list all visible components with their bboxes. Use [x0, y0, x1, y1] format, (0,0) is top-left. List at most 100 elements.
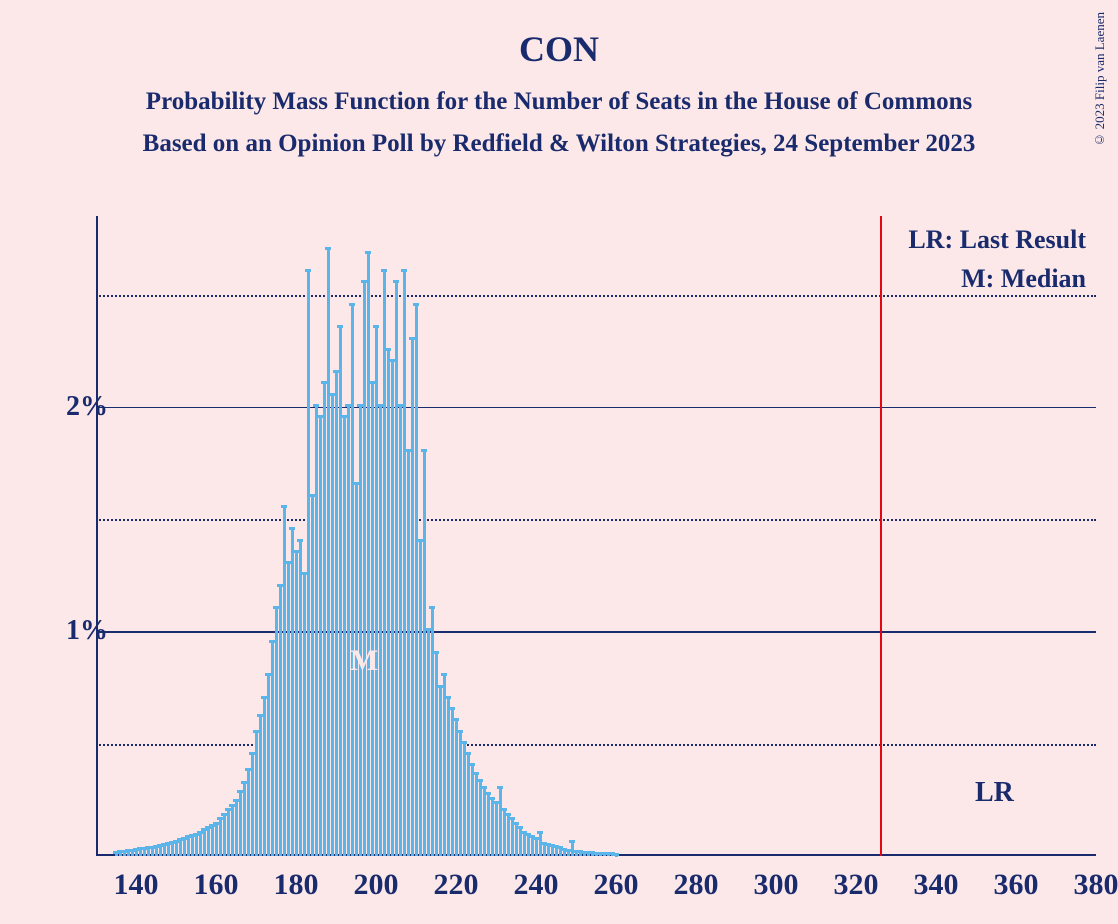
histogram-bar — [315, 407, 318, 856]
x-tick-label: 380 — [1074, 868, 1118, 902]
histogram-bar — [231, 807, 234, 856]
histogram-bar — [431, 609, 434, 856]
histogram-bar — [147, 849, 150, 856]
histogram-bar — [455, 721, 458, 856]
x-tick-label: 360 — [994, 868, 1039, 902]
histogram-bar — [247, 771, 250, 856]
histogram-bar — [379, 407, 382, 856]
histogram-bar — [475, 775, 478, 856]
chart-subtitle: Probability Mass Function for the Number… — [0, 88, 1118, 116]
histogram-bar — [419, 542, 422, 856]
histogram-bar — [531, 838, 534, 856]
histogram-bar — [523, 834, 526, 856]
histogram-bar — [183, 840, 186, 856]
histogram-bar — [359, 407, 362, 856]
histogram-bar — [567, 852, 570, 856]
x-tick-label: 240 — [514, 868, 559, 902]
histogram-bar — [203, 831, 206, 856]
histogram-bar — [179, 841, 182, 856]
x-tick-label: 300 — [754, 868, 799, 902]
histogram-bar — [307, 272, 310, 856]
y-tick-label: 1% — [66, 615, 108, 647]
chart-title: CON — [0, 0, 1118, 70]
histogram-bar — [167, 845, 170, 856]
x-tick-label: 280 — [674, 868, 719, 902]
histogram-bar — [327, 250, 330, 856]
x-axis-labels: 140160180200220240260280300320340360380 — [96, 868, 1096, 918]
histogram-bar — [123, 853, 126, 856]
histogram-bar — [527, 836, 530, 856]
histogram-bar — [271, 643, 274, 856]
histogram-bar — [207, 829, 210, 856]
histogram-bar — [507, 816, 510, 856]
x-tick-label: 340 — [914, 868, 959, 902]
histogram-bar — [607, 855, 610, 856]
histogram-bar — [439, 688, 442, 856]
histogram-bar — [331, 396, 334, 856]
legend: LR: Last Result M: Median — [908, 220, 1086, 298]
histogram-bar — [479, 782, 482, 856]
histogram-bar — [511, 820, 514, 856]
histogram-bar — [371, 384, 374, 856]
chart-plot-area: LR: Last Result M: Median LR M — [96, 216, 1096, 856]
histogram-bar — [335, 373, 338, 856]
histogram-bar — [551, 847, 554, 856]
histogram-bar — [215, 825, 218, 856]
histogram-bar — [275, 609, 278, 856]
histogram-bar — [547, 846, 550, 856]
lr-annotation: LR — [975, 777, 1014, 809]
histogram-bar — [211, 827, 214, 856]
histogram-bar — [543, 845, 546, 856]
histogram-bar — [563, 851, 566, 856]
histogram-bar — [259, 717, 262, 856]
histogram-bar — [239, 793, 242, 856]
histogram-bar — [295, 553, 298, 856]
histogram-bar — [291, 530, 294, 856]
histogram-bar — [415, 306, 418, 856]
histogram-bar — [323, 384, 326, 856]
histogram-bar — [495, 804, 498, 856]
histogram-bar — [463, 744, 466, 856]
histogram-bar — [491, 800, 494, 856]
histogram-bar — [243, 784, 246, 856]
x-tick-label: 200 — [354, 868, 399, 902]
histogram-bar — [407, 452, 410, 856]
histogram-bar — [251, 755, 254, 856]
histogram-bar — [503, 811, 506, 856]
copyright-text: © 2023 Filip van Laenen — [1092, 12, 1108, 148]
histogram-bar — [127, 852, 130, 856]
histogram-bar — [487, 795, 490, 856]
x-tick-label: 160 — [194, 868, 239, 902]
median-annotation: M — [350, 644, 378, 678]
histogram-bar — [151, 849, 154, 856]
histogram-bar — [375, 328, 378, 856]
legend-lr: LR: Last Result — [908, 220, 1086, 259]
histogram-bar — [363, 283, 366, 856]
histogram-bar — [515, 825, 518, 856]
histogram-bar — [459, 733, 462, 857]
histogram-bar — [263, 699, 266, 856]
histogram-bar — [255, 733, 258, 857]
x-tick-label: 140 — [114, 868, 159, 902]
chart-subsubtitle: Based on an Opinion Poll by Redfield & W… — [0, 130, 1118, 158]
histogram-bar — [343, 418, 346, 856]
histogram-bar — [303, 575, 306, 856]
histogram-bar — [447, 699, 450, 856]
histogram-bar — [411, 340, 414, 856]
x-tick-label: 320 — [834, 868, 879, 902]
histogram-bar — [135, 851, 138, 856]
histogram-bar — [587, 854, 590, 856]
histogram-bar — [199, 834, 202, 856]
histogram-bar — [535, 840, 538, 856]
histogram-bar — [555, 848, 558, 856]
x-tick-label: 260 — [594, 868, 639, 902]
histogram-bar — [451, 710, 454, 856]
histogram-bar — [139, 850, 142, 856]
histogram-bar — [311, 497, 314, 856]
y-tick-label: 2% — [66, 391, 108, 423]
histogram-bar — [191, 837, 194, 856]
histogram-bar — [395, 283, 398, 856]
histogram-bar — [591, 854, 594, 856]
histogram-bar — [471, 766, 474, 856]
histogram-bar — [119, 853, 122, 856]
